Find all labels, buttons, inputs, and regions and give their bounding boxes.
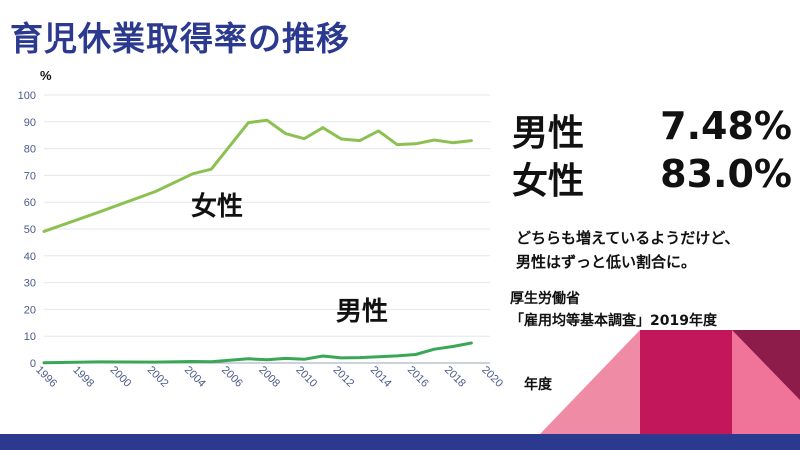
stat-male-value: 7.48% <box>660 104 792 148</box>
y-tick-label: 90 <box>24 117 36 129</box>
stat-male: 男性 7.48% <box>512 104 792 154</box>
line-chart: 0 10 20 30 40 50 60 70 80 90 100% 1996 1998 2000 2002 2… <box>18 68 505 390</box>
y-tick-label: 40 <box>24 251 36 263</box>
y-tick-label: 10 <box>24 331 36 343</box>
series-line-female <box>42 118 473 233</box>
footer-bar <box>0 434 800 450</box>
stat-female-label: 女性 <box>512 161 585 202</box>
y-tick-label: 60 <box>24 197 36 209</box>
series-label-female: 女性 <box>191 191 243 221</box>
x-tick-label: 1996 <box>33 364 59 390</box>
stat-female: 女性 83.0% <box>512 152 792 202</box>
x-tick-label: 1998 <box>70 364 96 390</box>
stat-female-value: 83.0% <box>660 152 792 196</box>
page-title: 育児休業取得率の推移 <box>10 19 350 58</box>
series-line-male <box>42 341 473 365</box>
y-tick-label: 0 <box>30 358 36 370</box>
y-tick-label: 20 <box>24 304 36 316</box>
y-tick-label: 80 <box>24 144 36 156</box>
x-tick-label: 2020 <box>479 364 505 390</box>
y-tick-label: 100 <box>18 90 36 102</box>
comment-line: 男性はずっと低い割合に。 <box>516 253 697 271</box>
decorative-shapes <box>540 330 800 434</box>
series-label-male: 男性 <box>336 296 388 326</box>
source-note: 厚生労働省 「雇用均等基本調査」2019年度 <box>510 288 717 332</box>
x-tick-label: 2000 <box>108 364 134 390</box>
y-tick-label: 30 <box>24 278 36 290</box>
source-line: 「雇用均等基本調査」2019年度 <box>510 313 717 329</box>
x-tick-label: 2006 <box>219 364 245 390</box>
source-line: 厚生労働省 <box>510 291 580 307</box>
x-tick-label: 2004 <box>182 364 208 390</box>
y-tick-label: 50 <box>24 224 36 236</box>
x-tick-label: 2018 <box>442 364 468 390</box>
x-tick-label: 2010 <box>293 364 319 390</box>
x-tick-label: 2014 <box>368 364 394 390</box>
x-tick-label: 2016 <box>405 364 431 390</box>
comment-line: どちらも増えているようだけど、 <box>516 229 740 247</box>
comment-text: どちらも増えているようだけど、 男性はずっと低い割合に。 <box>516 226 740 274</box>
x-tick-label: 2012 <box>331 364 357 390</box>
y-axis-title: % <box>40 68 52 83</box>
stat-male-label: 男性 <box>512 113 585 154</box>
x-tick-label: 2002 <box>145 364 171 390</box>
x-axis-title: 年度 <box>524 377 552 393</box>
y-tick-label: 70 <box>24 170 36 182</box>
x-tick-label: 2008 <box>256 364 282 390</box>
